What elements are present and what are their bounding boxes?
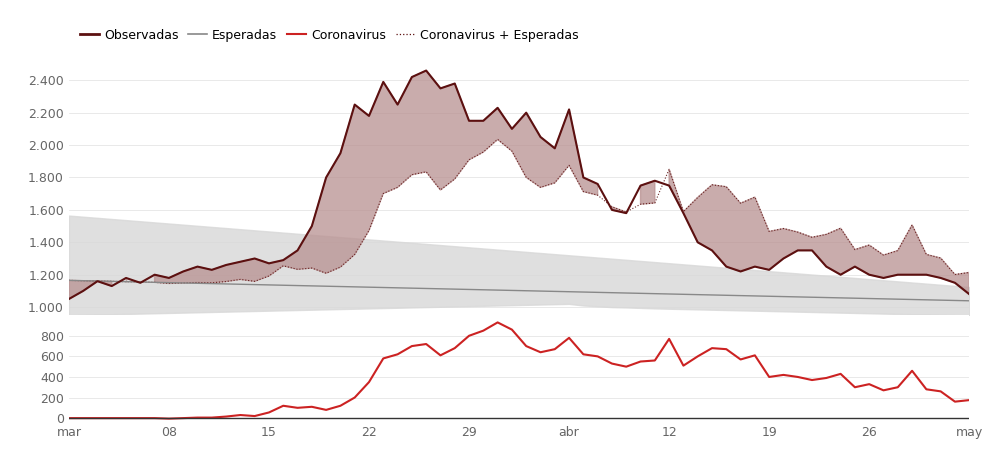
Legend: Observadas, Esperadas, Coronavirus, Coronavirus + Esperadas: Observadas, Esperadas, Coronavirus, Coro…	[75, 24, 584, 47]
